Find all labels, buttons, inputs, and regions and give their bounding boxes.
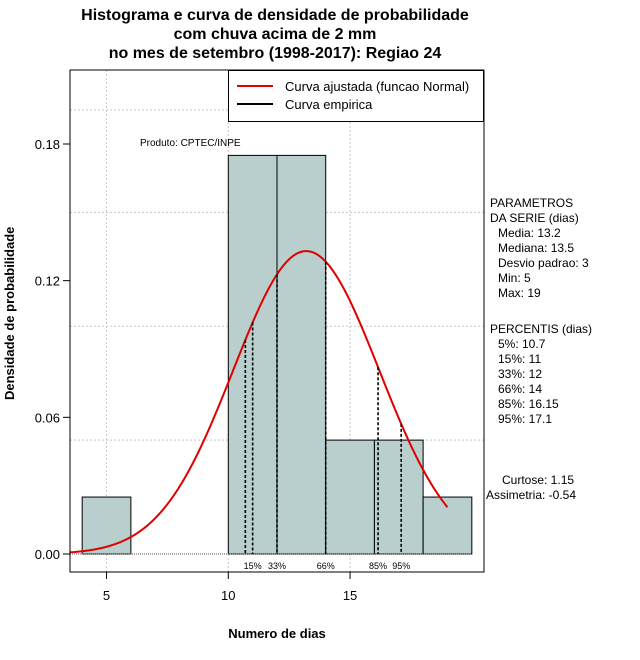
percentil-33: 33%: 12 (498, 367, 543, 381)
legend-item-normal: Curva ajustada (funcao Normal) (237, 78, 469, 94)
x-axis-ticks: 5 10 15 (103, 572, 357, 603)
parametros-subheader: DA SERIE (dias) (490, 211, 579, 225)
chart-title: Histograma e curva de densidade de proba… (0, 6, 550, 63)
chart-legend: Curva ajustada (funcao Normal) Curva emp… (228, 70, 484, 122)
y-tick-label: 0.12 (35, 274, 60, 289)
percentis-header: PERCENTIS (dias) (490, 322, 593, 336)
stat-max: Max: 19 (498, 286, 541, 300)
curtose-label: Curtose: 1.15 (502, 473, 575, 487)
percentil-5: 5%: 10.7 (498, 337, 546, 351)
y-tick-label: 0.00 (35, 547, 60, 562)
legend-label-empirical: Curva empirica (285, 96, 373, 112)
y-axis-ticks: 0.00 0.06 0.12 0.18 (35, 137, 70, 562)
percentil-95: 95%: 17.1 (498, 412, 553, 426)
assimetria-label: Assimetria: -0.54 (486, 488, 577, 502)
percentil-15: 15%: 11 (498, 352, 542, 366)
histogram-bars (81, 154, 473, 555)
percentile-label: 15% (244, 561, 262, 571)
y-tick-label: 0.06 (35, 410, 60, 425)
stats-panel: PARAMETROS DA SERIE (dias) Media: 13.2 M… (488, 196, 592, 427)
title-line-1: Histograma e curva de densidade de proba… (81, 7, 469, 24)
percentile-label: 66% (317, 561, 335, 571)
x-tick-label: 15 (343, 588, 357, 603)
shape-stats: Curtose: 1.15 Assimetria: -0.54 (486, 473, 576, 503)
stat-desvio: Desvio padrao: 3 (498, 256, 589, 270)
histogram-bar (422, 496, 473, 555)
legend-swatch-normal (237, 85, 273, 87)
histogram-bar (373, 439, 424, 555)
legend-label-normal: Curva ajustada (funcao Normal) (285, 78, 470, 94)
legend-item-empirical: Curva empirica (237, 96, 372, 112)
percentil-66: 66%: 14 (498, 382, 543, 396)
stat-min: Min: 5 (498, 271, 531, 285)
histogram-bar (81, 496, 132, 555)
parametros-header: PARAMETROS (490, 196, 574, 210)
normal-curve-line (69, 250, 449, 554)
x-tick-label: 5 (103, 588, 110, 603)
percentil-85: 85%: 16.15 (498, 397, 559, 411)
percentile-label: 85% (369, 561, 387, 571)
percentile-lines: 15% 33% 66% 85% 95% (244, 261, 410, 571)
histogram-bar (325, 439, 375, 555)
histogram-bar (276, 154, 327, 555)
x-axis-label: Numero de dias (228, 626, 326, 641)
title-line-2: com chuva acima de 2 mm (173, 26, 377, 43)
percentile-label: 95% (392, 561, 410, 571)
stat-media: Media: 13.2 (498, 226, 561, 240)
x-tick-label: 10 (221, 588, 235, 603)
produto-label: Produto: CPTEC/INPE (140, 138, 241, 149)
percentile-label: 33% (268, 561, 286, 571)
title-line-3: no mes de setembro (1998-2017): Regiao 2… (108, 45, 442, 62)
y-tick-label: 0.18 (35, 137, 60, 152)
stat-mediana: Mediana: 13.5 (498, 241, 575, 255)
legend-swatch-empirical (237, 103, 273, 105)
